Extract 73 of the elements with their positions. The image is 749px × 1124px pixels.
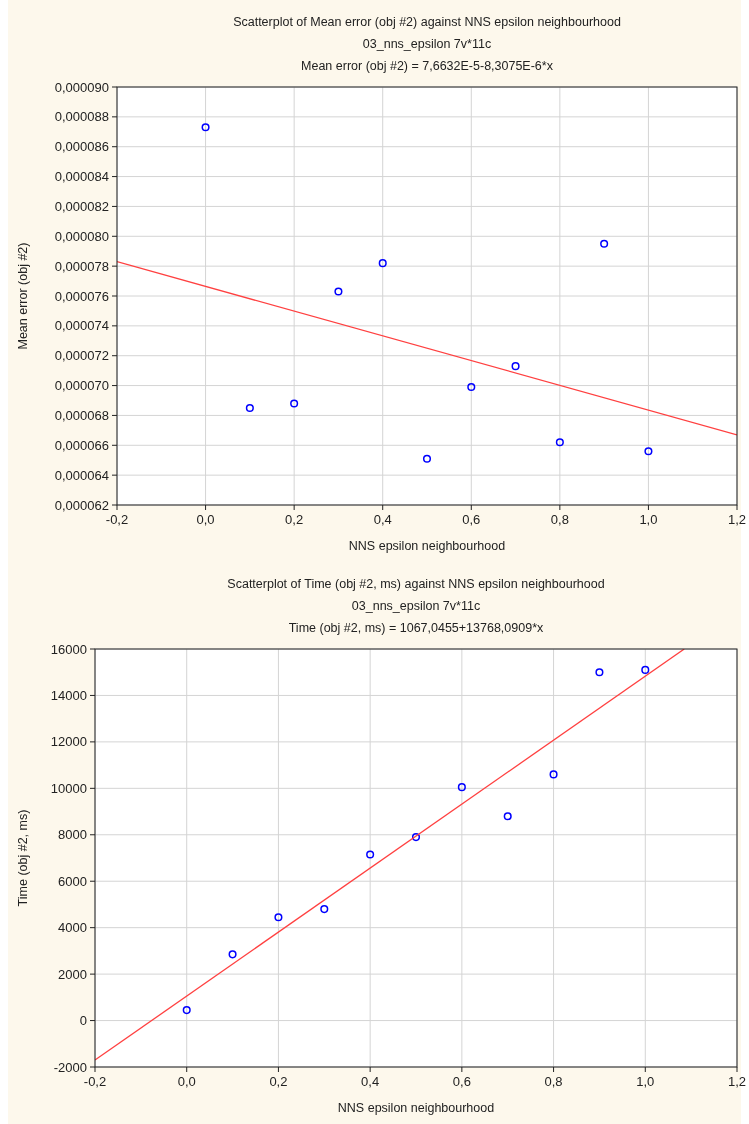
- x-tick-label: 0,6: [452, 1074, 471, 1089]
- y-tick-label: 10000: [50, 780, 87, 796]
- text: Mean error (obj #2) = 7,6632E-5-8,3075E-6*x: [301, 59, 554, 73]
- point: [555, 438, 564, 447]
- y-tick-label: 16000: [50, 641, 87, 657]
- point: [290, 399, 299, 408]
- point: [378, 259, 387, 268]
- x-tick-label: 1,0: [636, 1074, 655, 1089]
- x-tick-label: 1,0: [639, 512, 658, 527]
- y-tick-label: 0,000062: [54, 497, 109, 513]
- y-tick-label: 0,000074: [54, 318, 109, 334]
- point: [641, 665, 650, 674]
- point: [320, 905, 329, 914]
- point: [422, 454, 432, 463]
- chart-title: Scatterplot of Time (obj #2, ms) against NNS epsilon neighbourhood: [227, 577, 605, 591]
- y-tick-label: 0,000076: [54, 288, 109, 304]
- y-tick-label: 14000: [50, 687, 87, 703]
- y-tick-label: 0,000068: [54, 407, 109, 423]
- y-tick-label: 0,000086: [54, 139, 109, 155]
- x-tick-label: 0,2: [269, 1074, 288, 1089]
- x-tick-label: -0,2: [105, 512, 129, 527]
- x-tick-label: 0,0: [196, 512, 215, 527]
- y-tick-label: 0,000072: [54, 348, 109, 364]
- point: [366, 850, 375, 859]
- y-tick-label: 12000: [50, 734, 87, 750]
- x-tick-label: 0,4: [373, 512, 392, 527]
- y-tick-label: 0,000070: [54, 378, 109, 394]
- point: [274, 913, 283, 922]
- y-tick-label: 6000: [58, 873, 87, 889]
- x-tick-label: 0,8: [544, 1074, 563, 1089]
- point: [201, 123, 210, 132]
- point: [411, 833, 421, 842]
- y-axis-title: Time (obj #2, ms): [16, 809, 30, 907]
- y-tick-label: 0,000082: [54, 198, 109, 214]
- x-tick-label: -0,2: [83, 1074, 107, 1089]
- x-tick-label: 0,0: [177, 1074, 196, 1089]
- point: [182, 1006, 191, 1015]
- y-tick-label: 2000: [58, 966, 87, 982]
- y-tick-label: 0,000064: [54, 467, 109, 483]
- point: [503, 812, 512, 821]
- point: [600, 239, 609, 248]
- y-tick-label: -2000: [53, 1059, 87, 1075]
- y-tick-label: 0,000078: [54, 258, 109, 274]
- y-tick-label: 0,000080: [54, 228, 109, 244]
- x-tick-label: 0,6: [462, 512, 481, 527]
- x-tick-label: 1,2: [727, 512, 747, 527]
- point: [549, 770, 558, 779]
- point: [334, 287, 343, 296]
- x-tick-label: 0,2: [285, 512, 304, 527]
- chart-subtitle: 03_nns_epsilon 7v*11c: [351, 599, 481, 613]
- point: [245, 403, 254, 413]
- x-tick-label: 0,4: [361, 1074, 380, 1089]
- chart-title: Scatterplot of Mean error (obj #2) against NNS epsilon neighbourhood: [233, 15, 621, 29]
- text: Time (obj #2, ms) = 1067,0455+13768,0909*x: [288, 621, 545, 635]
- y-tick-label: 0,000084: [54, 169, 109, 185]
- y-tick-label: 0,000088: [54, 109, 109, 125]
- y-tick-label: 4000: [58, 920, 87, 936]
- x-tick-label: 0,8: [550, 512, 569, 527]
- y-axis-title: Mean error (obj #2): [16, 242, 30, 350]
- point: [644, 447, 653, 456]
- chart-subtitle: 03_nns_epsilon 7v*11c: [362, 37, 492, 51]
- y-tick-label: 0,000066: [54, 437, 109, 453]
- point: [228, 950, 237, 959]
- x-axis-title: NNS epsilon neighbourhood: [348, 539, 506, 553]
- point: [457, 783, 466, 792]
- point: [595, 668, 604, 677]
- point: [511, 362, 520, 371]
- y-tick-label: 0,000090: [54, 79, 109, 95]
- point: [467, 383, 476, 392]
- x-tick-label: 1,2: [727, 1074, 747, 1089]
- y-tick-label: 0: [79, 1013, 87, 1029]
- x-axis-title: NNS epsilon neighbourhood: [337, 1101, 495, 1115]
- y-tick-label: 8000: [58, 827, 87, 843]
